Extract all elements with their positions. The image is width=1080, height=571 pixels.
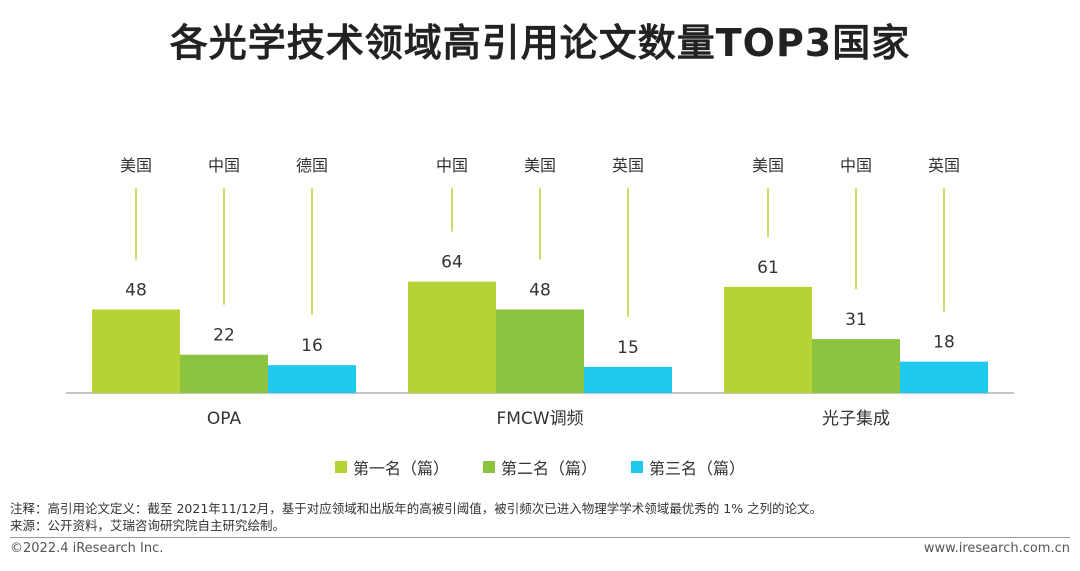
legend-label-third: 第三名（篇）	[649, 459, 746, 478]
legend-label-first: 第一名（篇）	[352, 459, 449, 478]
legend-swatch-second	[482, 461, 495, 473]
source-note: 来源：公开资料，艾瑞咨询研究院自主研究绘制。	[10, 518, 286, 533]
legend-label-second: 第二名（篇）	[500, 459, 597, 478]
legend-item-first: 第一名（篇）	[334, 455, 449, 479]
bar-value-label: 48	[125, 280, 147, 300]
footer-divider	[10, 537, 1070, 538]
bar-value-label: 48	[529, 280, 551, 300]
bar-value-label: 16	[301, 336, 323, 356]
x-tick-label: OPA	[207, 409, 242, 429]
legend-item-third: 第三名（篇）	[631, 455, 745, 479]
chart-title: 各光学技术领域高引用论文数量TOP3国家	[169, 21, 911, 65]
bar	[900, 361, 988, 393]
bar	[180, 354, 268, 393]
country-label: 中国	[436, 156, 468, 175]
bar-value-label: 22	[213, 326, 235, 346]
bar-value-label: 31	[845, 310, 867, 330]
country-label: 中国	[840, 156, 872, 175]
country-label: 中国	[208, 156, 240, 175]
legend-swatch-first	[334, 461, 347, 473]
bar-value-label: 15	[617, 338, 639, 358]
bar	[268, 365, 356, 393]
bar	[724, 286, 812, 393]
bar-value-label: 61	[757, 258, 779, 278]
bar	[584, 366, 672, 393]
country-label: 美国	[752, 156, 784, 175]
country-label: 英国	[928, 156, 960, 175]
legend-item-second: 第二名（篇）	[482, 455, 597, 479]
x-tick-label: FMCW调频	[496, 409, 583, 429]
legend: 第一名（篇） 第二名（篇） 第三名（篇）	[0, 455, 1080, 479]
definition-note: 注释：高引用论文定义：截至 2021年11/12月，基于对应领域和出版年的高被引…	[10, 501, 823, 516]
website-link[interactable]: www.iresearch.com.cn	[923, 541, 1070, 556]
country-label: 英国	[612, 156, 644, 175]
country-label: 美国	[120, 156, 152, 175]
bar-value-label: 18	[933, 333, 955, 353]
x-tick-label: 光子集成	[822, 409, 890, 429]
country-label: 美国	[524, 156, 556, 175]
bar-chart: 48 美国 22 中国 16 德国 OPA 64 中国 48 美国 15 英国 FMCW调频 61 美国 31 中…	[66, 156, 1014, 429]
bar	[496, 309, 584, 393]
country-label: 德国	[296, 156, 328, 175]
bar	[408, 281, 496, 393]
bar	[812, 339, 900, 393]
bar	[92, 309, 180, 393]
copyright-text: ©2022.4 iResearch Inc.	[10, 541, 164, 556]
bar-value-label: 64	[441, 253, 463, 273]
legend-swatch-third	[631, 461, 643, 473]
